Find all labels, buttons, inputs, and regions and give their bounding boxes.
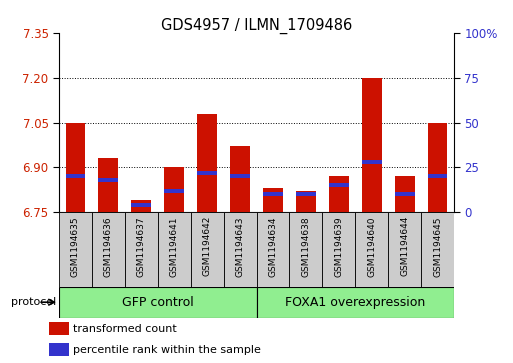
Text: GFP control: GFP control: [122, 296, 193, 309]
Bar: [197, 171, 217, 175]
FancyBboxPatch shape: [289, 212, 322, 287]
Bar: [131, 203, 151, 207]
Text: GSM1194637: GSM1194637: [137, 216, 146, 277]
Bar: [164, 167, 184, 212]
Bar: [394, 176, 415, 212]
FancyBboxPatch shape: [256, 212, 289, 287]
FancyBboxPatch shape: [388, 212, 421, 287]
Text: GSM1194635: GSM1194635: [71, 216, 80, 277]
Bar: [296, 192, 315, 196]
Text: transformed count: transformed count: [73, 323, 176, 334]
FancyBboxPatch shape: [92, 212, 125, 287]
FancyBboxPatch shape: [355, 212, 388, 287]
Bar: [66, 175, 85, 178]
Text: percentile rank within the sample: percentile rank within the sample: [73, 345, 261, 355]
Text: GSM1194643: GSM1194643: [235, 216, 245, 277]
FancyBboxPatch shape: [125, 212, 158, 287]
Text: protocol: protocol: [11, 297, 56, 307]
FancyBboxPatch shape: [191, 212, 224, 287]
FancyBboxPatch shape: [59, 212, 92, 287]
Bar: [230, 147, 250, 212]
Text: GSM1194641: GSM1194641: [170, 216, 179, 277]
FancyBboxPatch shape: [59, 287, 256, 318]
Bar: [329, 176, 349, 212]
Bar: [296, 191, 315, 212]
Bar: [98, 178, 118, 182]
FancyBboxPatch shape: [421, 212, 454, 287]
Bar: [66, 123, 85, 212]
Bar: [428, 175, 447, 178]
Text: GSM1194634: GSM1194634: [268, 216, 278, 277]
Text: GSM1194636: GSM1194636: [104, 216, 113, 277]
Bar: [263, 192, 283, 196]
Bar: [131, 200, 151, 212]
Text: GSM1194638: GSM1194638: [301, 216, 310, 277]
Bar: [428, 123, 447, 212]
Bar: [362, 78, 382, 212]
Bar: [197, 114, 217, 212]
Bar: [49, 343, 69, 356]
Text: GSM1194639: GSM1194639: [334, 216, 343, 277]
Text: GDS4957 / ILMN_1709486: GDS4957 / ILMN_1709486: [161, 18, 352, 34]
Bar: [329, 183, 349, 187]
Bar: [98, 159, 118, 212]
Bar: [49, 322, 69, 335]
Text: FOXA1 overexpression: FOXA1 overexpression: [285, 296, 425, 309]
FancyBboxPatch shape: [158, 212, 191, 287]
Bar: [263, 188, 283, 212]
FancyBboxPatch shape: [322, 212, 355, 287]
Text: GSM1194642: GSM1194642: [203, 216, 212, 277]
FancyBboxPatch shape: [224, 212, 256, 287]
Bar: [394, 192, 415, 196]
Text: GSM1194644: GSM1194644: [400, 216, 409, 277]
Bar: [230, 175, 250, 178]
Bar: [362, 160, 382, 164]
Bar: [164, 189, 184, 193]
FancyBboxPatch shape: [256, 287, 454, 318]
Text: GSM1194640: GSM1194640: [367, 216, 376, 277]
Text: GSM1194645: GSM1194645: [433, 216, 442, 277]
